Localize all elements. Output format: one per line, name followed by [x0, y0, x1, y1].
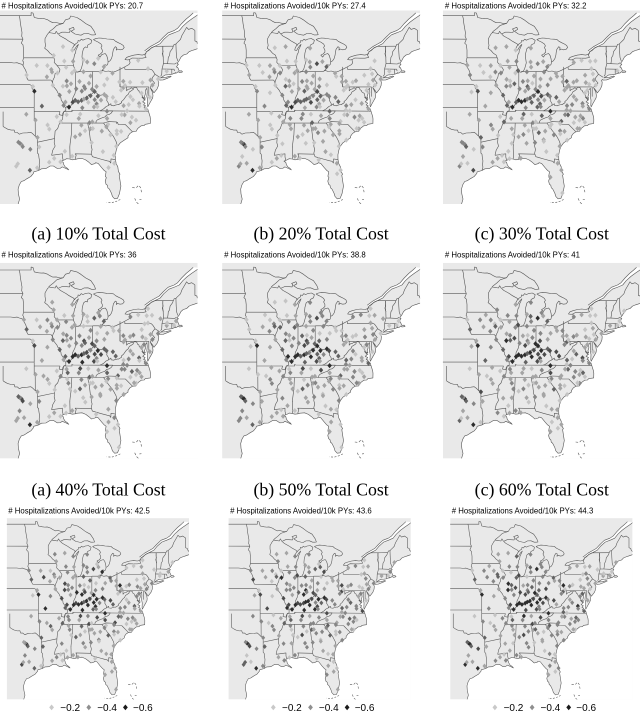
svg-text:# Hospitalizations Avoided/10k: # Hospitalizations Avoided/10k PYs: 20.7	[2, 1, 144, 10]
svg-text:# Hospitalizations Avoided/10k: # Hospitalizations Avoided/10k PYs: 32.2	[445, 1, 587, 10]
svg-text:# Hospitalizations Avoided/10k: # Hospitalizations Avoided/10k PYs: 27.4	[224, 1, 366, 10]
svg-text:−0.6: −0.6	[133, 703, 153, 712]
svg-text:−0.6: −0.6	[355, 703, 375, 712]
svg-text:−0.6: −0.6	[576, 703, 596, 712]
svg-text:(a) 10% Total Cost: (a) 10% Total Cost	[31, 223, 165, 244]
svg-text:−0.4: −0.4	[97, 703, 117, 712]
svg-text:(c) 30% Total Cost: (c) 30% Total Cost	[475, 223, 609, 244]
svg-text:(b) 20% Total Cost: (b) 20% Total Cost	[253, 223, 388, 244]
svg-text:# Hospitalizations Avoided/10k: # Hospitalizations Avoided/10k PYs: 43.6	[230, 506, 372, 515]
svg-text:# Hospitalizations Avoided/10k: # Hospitalizations Avoided/10k PYs: 44.3	[452, 506, 594, 515]
svg-text:(b) 50% Total Cost: (b) 50% Total Cost	[253, 480, 388, 501]
svg-text:# Hospitalizations Avoided/10k: # Hospitalizations Avoided/10k PYs: 36	[2, 250, 137, 259]
svg-text:(c) 60% Total Cost: (c) 60% Total Cost	[475, 480, 609, 501]
svg-text:# Hospitalizations Avoided/10k: # Hospitalizations Avoided/10k PYs: 42.5	[8, 506, 150, 515]
svg-text:(a) 40% Total Cost: (a) 40% Total Cost	[31, 480, 165, 501]
svg-text:−0.4: −0.4	[319, 703, 339, 712]
svg-text:# Hospitalizations Avoided/10k: # Hospitalizations Avoided/10k PYs: 41	[445, 250, 580, 259]
svg-text:# Hospitalizations Avoided/10k: # Hospitalizations Avoided/10k PYs: 38.8	[224, 250, 366, 259]
svg-text:−0.2: −0.2	[60, 703, 80, 712]
svg-text:−0.4: −0.4	[541, 703, 561, 712]
svg-text:−0.2: −0.2	[282, 703, 302, 712]
svg-text:−0.2: −0.2	[504, 703, 524, 712]
